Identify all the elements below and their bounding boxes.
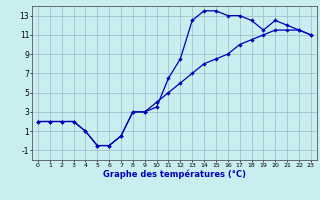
X-axis label: Graphe des températures (°C): Graphe des températures (°C)	[103, 170, 246, 179]
